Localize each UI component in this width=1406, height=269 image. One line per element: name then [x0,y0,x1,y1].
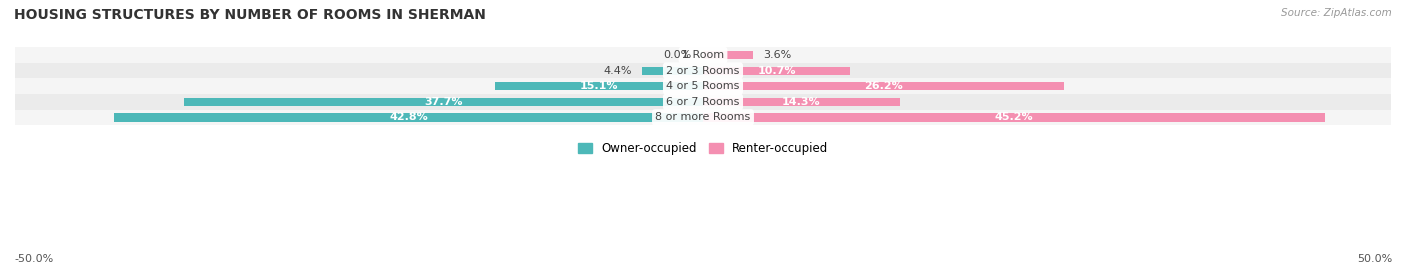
Bar [15,79,1391,94]
Text: 26.2%: 26.2% [863,81,903,91]
Text: 45.2%: 45.2% [994,112,1033,122]
Text: 0.0%: 0.0% [664,50,692,60]
Bar [643,67,703,75]
Bar [495,82,703,90]
Bar [114,114,703,122]
Text: 15.1%: 15.1% [579,81,619,91]
Bar [184,98,703,106]
Text: 4.4%: 4.4% [603,66,631,76]
Text: 8 or more Rooms: 8 or more Rooms [655,112,751,122]
Legend: Owner-occupied, Renter-occupied: Owner-occupied, Renter-occupied [572,137,834,160]
Text: 10.7%: 10.7% [758,66,796,76]
Text: 6 or 7 Rooms: 6 or 7 Rooms [666,97,740,107]
Text: 42.8%: 42.8% [389,112,427,122]
Bar [15,94,1391,110]
Bar [703,51,752,59]
Text: 2 or 3 Rooms: 2 or 3 Rooms [666,66,740,76]
Text: 14.3%: 14.3% [782,97,821,107]
Bar [15,47,1391,63]
Text: 37.7%: 37.7% [425,97,463,107]
Text: Source: ZipAtlas.com: Source: ZipAtlas.com [1281,8,1392,18]
Text: -50.0%: -50.0% [14,254,53,264]
Bar [15,63,1391,79]
Text: 50.0%: 50.0% [1357,254,1392,264]
Text: HOUSING STRUCTURES BY NUMBER OF ROOMS IN SHERMAN: HOUSING STRUCTURES BY NUMBER OF ROOMS IN… [14,8,486,22]
Bar [15,110,1391,125]
Bar [703,67,851,75]
Text: 1 Room: 1 Room [682,50,724,60]
Bar [703,114,1324,122]
Text: 4 or 5 Rooms: 4 or 5 Rooms [666,81,740,91]
Bar [703,82,1063,90]
Text: 3.6%: 3.6% [763,50,792,60]
Bar [703,98,900,106]
